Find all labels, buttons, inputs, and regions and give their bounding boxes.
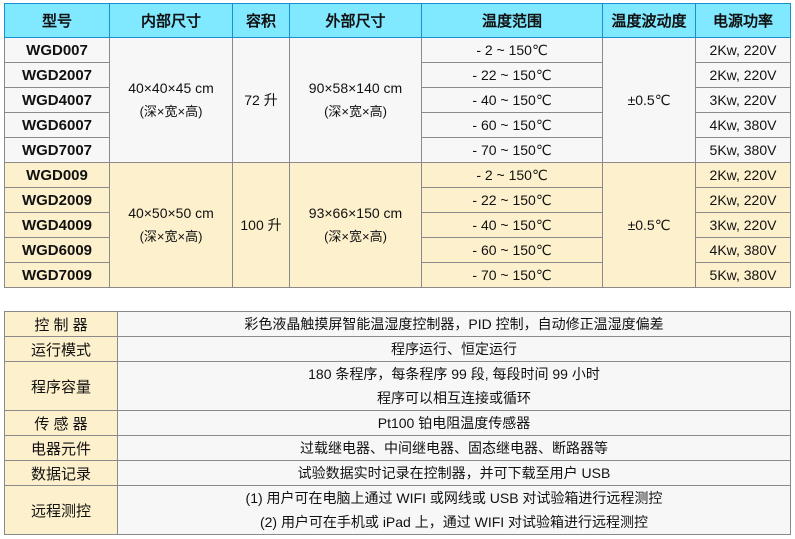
temp-range-cell: - 40 ~ 150℃ bbox=[421, 212, 603, 238]
feature-line: 试验数据实时记录在控制器，并可下载至用户 USB bbox=[297, 465, 611, 481]
table-row: WGD2009 - 22 ~ 150℃ 2Kw, 220V bbox=[4, 187, 791, 213]
model-cell: WGD6007 bbox=[4, 112, 110, 138]
fluctuation-cell: ±0.5℃ bbox=[602, 162, 696, 288]
temp-range-cell: - 22 ~ 150℃ bbox=[421, 187, 603, 213]
power-cell: 5Kw, 380V bbox=[695, 262, 791, 288]
temp-range-cell: - 70 ~ 150℃ bbox=[421, 137, 603, 163]
temp-range-cell: - 40 ~ 150℃ bbox=[421, 87, 603, 113]
temp-range-cell: - 60 ~ 150℃ bbox=[421, 237, 603, 263]
column-header: 内部尺寸 bbox=[109, 3, 233, 38]
feature-label: 远程测控 bbox=[4, 485, 118, 535]
model-cell: WGD7007 bbox=[4, 137, 110, 163]
table-row: WGD6009 - 60 ~ 150℃ 4Kw, 380V bbox=[4, 237, 791, 263]
column-header: 电源功率 bbox=[695, 3, 791, 38]
feature-line: (1) 用户可在电脑上通过 WIFI 或网线或 USB 对试验箱进行远程测控 bbox=[245, 490, 663, 506]
temp-range-cell: - 2 ~ 150℃ bbox=[421, 37, 603, 63]
volume-cell: 100 升 bbox=[232, 162, 290, 288]
model-cell: WGD2007 bbox=[4, 62, 110, 88]
inner-size-cell: 40×40×45 cm (深×宽×高) bbox=[109, 37, 233, 163]
model-cell: WGD009 bbox=[4, 162, 110, 188]
power-cell: 5Kw, 380V bbox=[695, 137, 791, 163]
model-cell: WGD7009 bbox=[4, 262, 110, 288]
outer-size: 93×66×150 cm bbox=[308, 205, 403, 221]
table-row: WGD6007 - 60 ~ 150℃ 4Kw, 380V bbox=[4, 112, 791, 138]
outer-size-note: (深×宽×高) bbox=[324, 229, 387, 244]
feature-label: 控 制 器 bbox=[4, 311, 118, 337]
feature-value: 程序运行、恒定运行 bbox=[117, 336, 791, 362]
volume-cell: 72 升 bbox=[232, 37, 290, 163]
feature-line: 程序运行、恒定运行 bbox=[391, 341, 517, 357]
power-cell: 2Kw, 220V bbox=[695, 187, 791, 213]
feature-value: 试验数据实时记录在控制器，并可下载至用户 USB bbox=[117, 460, 791, 486]
feature-line: (2) 用户可在手机或 iPad 上，通过 WIFI 对试验箱进行远程测控 bbox=[259, 514, 649, 530]
outer-size-cell: 90×58×140 cm (深×宽×高) bbox=[289, 37, 422, 163]
power-cell: 2Kw, 220V bbox=[695, 62, 791, 88]
feature-row: 远程测控 (1) 用户可在电脑上通过 WIFI 或网线或 USB 对试验箱进行远程… bbox=[4, 485, 791, 535]
power-cell: 3Kw, 220V bbox=[695, 212, 791, 238]
model-cell: WGD4009 bbox=[4, 212, 110, 238]
column-header: 温度波动度 bbox=[602, 3, 696, 38]
outer-size-note: (深×宽×高) bbox=[324, 104, 387, 119]
feature-line: Pt100 铂电阻温度传感器 bbox=[377, 415, 531, 431]
column-header: 温度范围 bbox=[421, 3, 603, 38]
feature-value: 180 条程序，每条程序 99 段, 每段时间 99 小时 程序可以相互连接或循环 bbox=[117, 361, 791, 411]
feature-line: 程序可以相互连接或循环 bbox=[377, 390, 531, 406]
inner-size-note: (深×宽×高) bbox=[139, 104, 203, 119]
column-header: 外部尺寸 bbox=[289, 3, 422, 38]
feature-value: 过载继电器、中间继电器、固态继电器、断路器等 bbox=[117, 435, 791, 461]
fluctuation-cell: ±0.5℃ bbox=[602, 37, 696, 163]
column-header: 型号 bbox=[4, 3, 110, 38]
temp-range-cell: - 2 ~ 150℃ bbox=[421, 162, 603, 188]
power-cell: 4Kw, 380V bbox=[695, 237, 791, 263]
temp-range-cell: - 60 ~ 150℃ bbox=[421, 112, 603, 138]
model-cell: WGD4007 bbox=[4, 87, 110, 113]
table-row: WGD4007 - 40 ~ 150℃ 3Kw, 220V bbox=[4, 87, 791, 113]
power-cell: 4Kw, 380V bbox=[695, 112, 791, 138]
table-row: WGD009 40×50×50 cm (深×宽×高) 100 升 93×66×150 c… bbox=[4, 162, 791, 288]
table-row: WGD7007 - 70 ~ 150℃ 5Kw, 380V bbox=[4, 137, 791, 163]
feature-row: 控 制 器 彩色液晶触摸屏智能温湿度控制器，PID 控制，自动修正温湿度偏差 bbox=[4, 311, 791, 337]
table-row: WGD2007 - 22 ~ 150℃ 2Kw, 220V bbox=[4, 62, 791, 88]
inner-size: 40×40×45 cm bbox=[128, 80, 214, 96]
table-row: WGD7009 - 70 ~ 150℃ 5Kw, 380V bbox=[4, 262, 791, 288]
temp-range-cell: - 70 ~ 150℃ bbox=[421, 262, 603, 288]
outer-size: 90×58×140 cm bbox=[308, 80, 403, 96]
feature-value: Pt100 铂电阻温度传感器 bbox=[117, 410, 791, 436]
feature-label: 传 感 器 bbox=[4, 410, 118, 436]
feature-value: 彩色液晶触摸屏智能温湿度控制器，PID 控制，自动修正温湿度偏差 bbox=[117, 311, 791, 337]
temp-range-cell: - 22 ~ 150℃ bbox=[421, 62, 603, 88]
power-cell: 2Kw, 220V bbox=[695, 162, 791, 188]
model-cell: WGD007 bbox=[4, 37, 110, 63]
feature-label: 程序容量 bbox=[4, 361, 118, 411]
model-cell: WGD2009 bbox=[4, 187, 110, 213]
power-cell: 3Kw, 220V bbox=[695, 87, 791, 113]
feature-row: 运行模式 程序运行、恒定运行 bbox=[4, 336, 791, 362]
feature-line: 过载继电器、中间继电器、固态继电器、断路器等 bbox=[300, 440, 608, 456]
feature-row: 数据记录 试验数据实时记录在控制器，并可下载至用户 USB bbox=[4, 460, 791, 486]
feature-value: (1) 用户可在电脑上通过 WIFI 或网线或 USB 对试验箱进行远程测控 (2… bbox=[117, 485, 791, 535]
outer-size-cell: 93×66×150 cm (深×宽×高) bbox=[289, 162, 422, 288]
inner-size-note: (深×宽×高) bbox=[139, 229, 203, 244]
table-row: WGD007 40×40×45 cm (深×宽×高) 72 升 90×58×140 cm… bbox=[4, 37, 791, 163]
feature-label: 数据记录 bbox=[4, 460, 118, 486]
inner-size-cell: 40×50×50 cm (深×宽×高) bbox=[109, 162, 233, 288]
feature-label: 运行模式 bbox=[4, 336, 118, 362]
feature-row: 程序容量 180 条程序，每条程序 99 段, 每段时间 99 小时 程序可以相互连… bbox=[4, 361, 791, 411]
feature-table: 控 制 器 彩色液晶触摸屏智能温湿度控制器，PID 控制，自动修正温湿度偏差运行模… bbox=[4, 311, 791, 535]
feature-row: 电器元件 过载继电器、中间继电器、固态继电器、断路器等 bbox=[4, 435, 791, 461]
feature-line: 180 条程序，每条程序 99 段, 每段时间 99 小时 bbox=[308, 366, 600, 382]
feature-label: 电器元件 bbox=[4, 435, 118, 461]
spec-table: 型号 内部尺寸 容积 外部尺寸 温度范围 温度波动度 电源功率 WGD007 40×40×45… bbox=[4, 3, 791, 288]
power-cell: 2Kw, 220V bbox=[695, 37, 791, 63]
column-header: 容积 bbox=[232, 3, 290, 38]
feature-line: 彩色液晶触摸屏智能温湿度控制器，PID 控制，自动修正温湿度偏差 bbox=[244, 316, 664, 332]
model-cell: WGD6009 bbox=[4, 237, 110, 263]
feature-row: 传 感 器 Pt100 铂电阻温度传感器 bbox=[4, 410, 791, 436]
inner-size: 40×50×50 cm bbox=[128, 205, 214, 221]
